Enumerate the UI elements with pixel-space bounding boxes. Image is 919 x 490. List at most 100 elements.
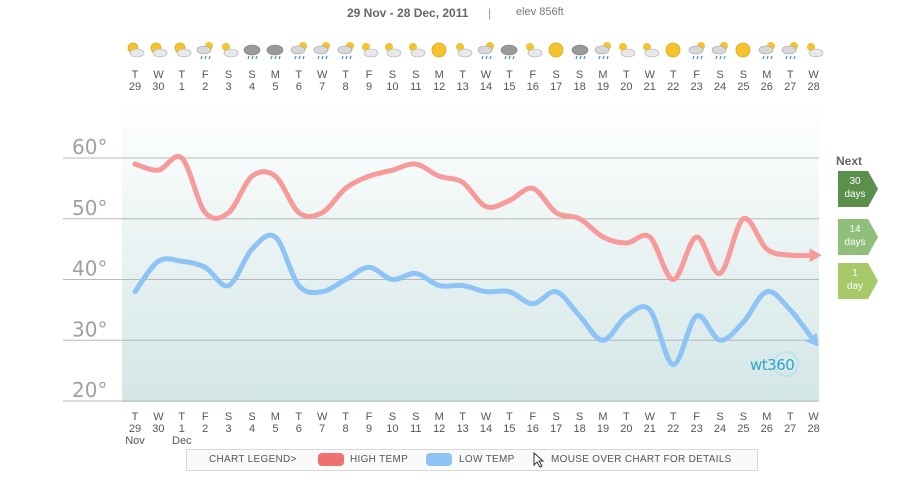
low-temp-point[interactable] [154, 257, 162, 265]
low-temp-point[interactable] [505, 288, 513, 296]
next-button-count: 30 [849, 176, 861, 187]
day-number: 21 [643, 81, 656, 93]
partly-cloudy-icon [382, 40, 402, 60]
low-temp-point[interactable] [131, 288, 139, 296]
partly-sunny-icon [125, 40, 145, 60]
next-30-button[interactable]: 30 days [838, 171, 878, 207]
high-temp-point[interactable] [154, 166, 162, 174]
low-temp-point[interactable] [716, 336, 724, 344]
high-temp-point[interactable] [248, 172, 256, 180]
day-of-week: T [131, 411, 139, 423]
day-of-week: S [224, 69, 233, 81]
day-number: 29 [128, 423, 142, 435]
low-temp-point[interactable] [365, 263, 373, 271]
day-label: T 15 [497, 69, 521, 93]
chart-svg[interactable]: 60° 50° 40° 30° 20° [0, 102, 919, 407]
high-temp-point[interactable] [786, 251, 794, 259]
day-label: M 19 [591, 69, 615, 93]
low-temp-point[interactable] [576, 312, 584, 320]
high-temp-point[interactable] [646, 233, 654, 241]
high-temp-point[interactable] [435, 172, 443, 180]
low-temp-swatch [426, 453, 452, 466]
day-of-week: M [762, 411, 772, 423]
y-tick-label: 30° [72, 317, 107, 341]
low-temp-point[interactable] [693, 312, 701, 320]
temperature-chart[interactable]: 60° 50° 40° 30° 20° [0, 102, 919, 407]
high-temp-point[interactable] [388, 166, 396, 174]
high-temp-point[interactable] [482, 203, 490, 211]
high-temp-point[interactable] [576, 215, 584, 223]
low-temp-point[interactable] [739, 318, 747, 326]
rain-icon [780, 40, 800, 60]
low-temp-point[interactable] [529, 300, 537, 308]
low-temp-point[interactable] [763, 288, 771, 296]
high-temp-point[interactable] [225, 209, 233, 217]
high-temp-point[interactable] [505, 197, 513, 205]
high-temp-point[interactable] [365, 172, 373, 180]
low-temp-point[interactable] [786, 306, 794, 314]
high-temp-point[interactable] [763, 245, 771, 253]
low-temp-point[interactable] [201, 263, 209, 271]
day-number: 29 [128, 81, 142, 93]
rain-cloud-icon [265, 40, 285, 60]
day-of-week: M [598, 411, 608, 423]
low-temp-point[interactable] [248, 245, 256, 253]
low-temp-point[interactable] [599, 336, 607, 344]
day-label: T 20 [614, 69, 638, 93]
high-temp-point[interactable] [739, 215, 747, 223]
sunny-icon [429, 40, 449, 60]
high-temp-point[interactable] [131, 160, 139, 168]
high-temp-point[interactable] [669, 276, 677, 284]
day-of-week: W [480, 69, 492, 81]
next-button-unit: days [844, 237, 866, 248]
day-label: F 16 [521, 69, 545, 93]
high-temp-point[interactable] [529, 184, 537, 192]
low-temp-point[interactable] [412, 269, 420, 277]
day-of-week: W [316, 69, 328, 81]
high-temp-point[interactable] [459, 178, 467, 186]
low-temp-point[interactable] [435, 282, 443, 290]
low-temp-point[interactable] [342, 276, 350, 284]
high-temp-point[interactable] [295, 209, 303, 217]
low-temp-point[interactable] [225, 282, 233, 290]
day-of-week: W [153, 411, 164, 423]
day-of-week: S [739, 69, 748, 81]
high-temp-line[interactable] [132, 153, 817, 283]
high-temp-point[interactable] [552, 209, 560, 217]
day-of-week: S [412, 411, 420, 423]
high-temp-point[interactable] [716, 269, 724, 277]
low-temp-point[interactable] [669, 361, 677, 369]
day-of-week: T [295, 69, 303, 81]
day-number: 10 [386, 81, 399, 93]
day-number: 4 [248, 81, 256, 93]
high-temp-point[interactable] [318, 209, 326, 217]
high-temp-point[interactable] [693, 233, 701, 241]
day-number: 3 [225, 81, 232, 93]
day-label: T 29 Nov [123, 411, 147, 447]
low-temp-point[interactable] [295, 282, 303, 290]
low-temp-point[interactable] [552, 288, 560, 296]
day-number: 26 [760, 423, 773, 435]
low-temp-point[interactable] [318, 288, 326, 296]
low-temp-point[interactable] [271, 233, 279, 241]
low-temp-point[interactable] [622, 312, 630, 320]
next-14-button[interactable]: 14 days [838, 219, 878, 255]
low-temp-point[interactable] [459, 282, 467, 290]
next-1-button[interactable]: 1 day [838, 263, 878, 299]
high-temp-point[interactable] [201, 209, 209, 217]
low-temp-point[interactable] [178, 257, 186, 265]
legend-label: CHART LEGEND> [209, 454, 297, 465]
day-number: 22 [667, 423, 680, 435]
high-temp-point[interactable] [412, 160, 420, 168]
low-temp-point[interactable] [388, 276, 396, 284]
day-label: F 16 [521, 411, 545, 435]
high-temp-point[interactable] [622, 239, 630, 247]
high-temp-point[interactable] [271, 172, 279, 180]
high-temp-point[interactable] [178, 154, 186, 162]
low-temp-point[interactable] [646, 306, 654, 314]
low-temp-point[interactable] [482, 288, 490, 296]
high-temp-point[interactable] [342, 184, 350, 192]
low-temp-line[interactable] [132, 232, 817, 368]
day-of-week: F [365, 411, 373, 423]
high-temp-point[interactable] [599, 233, 607, 241]
